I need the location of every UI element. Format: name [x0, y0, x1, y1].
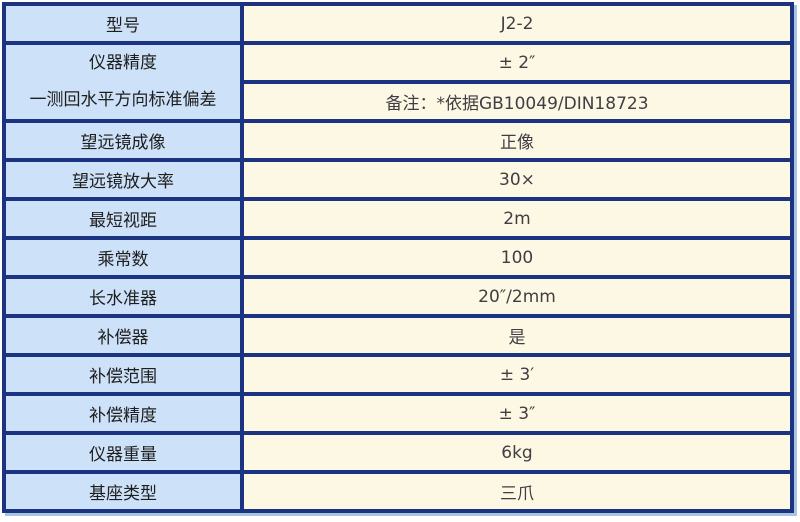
spec-label-cell: 仪器重量	[2, 431, 244, 474]
spec-label-cell: 长水准器	[2, 275, 244, 318]
spec-value-cell: 正像	[240, 119, 794, 162]
merged-label-box: 仪器精度 一测回水平方向标准偏差	[10, 47, 236, 117]
table-row: 最短视距 2m	[2, 197, 794, 240]
spec-label-cell: 补偿精度	[2, 392, 244, 435]
table-row: 望远镜放大率 30×	[2, 158, 794, 201]
spec-value-cell: 20″/2mm	[240, 275, 794, 318]
spec-label-cell: 望远镜成像	[2, 119, 244, 162]
spec-label: 补偿器	[97, 328, 149, 348]
spec-value-cell: 三爪	[240, 470, 794, 513]
spec-value-cell: 30×	[240, 158, 794, 201]
table-row: 备注：*依据GB10049/DIN18723	[4, 80, 794, 123]
spec-label: 基座类型	[89, 484, 157, 504]
spec-value: 6kg	[501, 442, 533, 463]
spec-label: 乘常数	[97, 250, 149, 270]
spec-label-cell: 补偿范围	[2, 353, 244, 396]
spec-label: 最短视距	[89, 211, 157, 231]
spec-value: 正像	[500, 133, 534, 153]
table-row: 基座类型 三爪	[2, 470, 794, 513]
spec-label: 望远镜成像	[80, 133, 166, 153]
table-row: 补偿范围 ± 3′	[2, 353, 794, 396]
spec-value: 20″/2mm	[478, 286, 556, 307]
spec-value-cell: 6kg	[240, 431, 794, 474]
spec-label: 长水准器	[89, 289, 157, 309]
spec-note-cell: 备注：*依据GB10049/DIN18723	[240, 80, 794, 123]
spec-value-cell: 100	[240, 236, 794, 279]
table-row: 仪器精度 一测回水平方向标准偏差 ± 2″	[2, 41, 794, 123]
spec-label-line2: 一测回水平方向标准偏差	[29, 90, 217, 110]
spec-value: ± 3′	[499, 364, 535, 385]
spec-note-value: 备注：*依据GB10049/DIN18723	[385, 94, 649, 114]
spec-label-cell: 乘常数	[2, 236, 244, 279]
spec-label-line1: 仪器精度	[89, 53, 157, 73]
spec-table: 型号 J2-2 仪器精度 一测回水平方向标准偏差 ± 2″	[2, 2, 794, 513]
spec-label-cell-merged: 仪器精度 一测回水平方向标准偏差	[2, 41, 244, 123]
spec-label: 仪器重量	[89, 445, 157, 465]
spec-value: 2m	[503, 208, 531, 229]
spec-value-cell: ± 3″	[240, 392, 794, 435]
spec-label-cell: 最短视距	[2, 197, 244, 240]
table-row: 型号 J2-2	[2, 2, 794, 45]
spec-value: J2-2	[500, 13, 534, 34]
table-row: 望远镜成像 正像	[2, 119, 794, 162]
spec-value-cell: J2-2	[240, 2, 794, 45]
spec-label: 补偿精度	[89, 406, 157, 426]
spec-label-cell: 望远镜放大率	[2, 158, 244, 201]
spec-value-cell: ± 2″	[240, 41, 794, 84]
table-row: 补偿器 是	[2, 314, 794, 357]
spec-value: 100	[500, 247, 534, 268]
spec-label: 望远镜放大率	[72, 172, 174, 192]
spec-label: 补偿范围	[89, 367, 157, 387]
spec-value: ± 3″	[498, 403, 536, 424]
table-row: 补偿精度 ± 3″	[2, 392, 794, 435]
spec-label-cell: 补偿器	[2, 314, 244, 357]
spec-value-cell: 2m	[240, 197, 794, 240]
table-row: 乘常数 100	[2, 236, 794, 279]
spec-label-cell: 基座类型	[2, 470, 244, 513]
spec-value-cell: ± 3′	[240, 353, 794, 396]
spec-label: 型号	[106, 16, 140, 36]
spec-value-cell: 是	[240, 314, 794, 357]
spec-value: 是	[508, 328, 526, 348]
spec-value: 30×	[499, 169, 535, 190]
table-row: 长水准器 20″/2mm	[2, 275, 794, 318]
table-row: 仪器重量 6kg	[2, 431, 794, 474]
spec-value: ± 2″	[498, 52, 536, 73]
spec-label-cell: 型号	[2, 2, 244, 45]
spec-value: 三爪	[500, 484, 534, 504]
